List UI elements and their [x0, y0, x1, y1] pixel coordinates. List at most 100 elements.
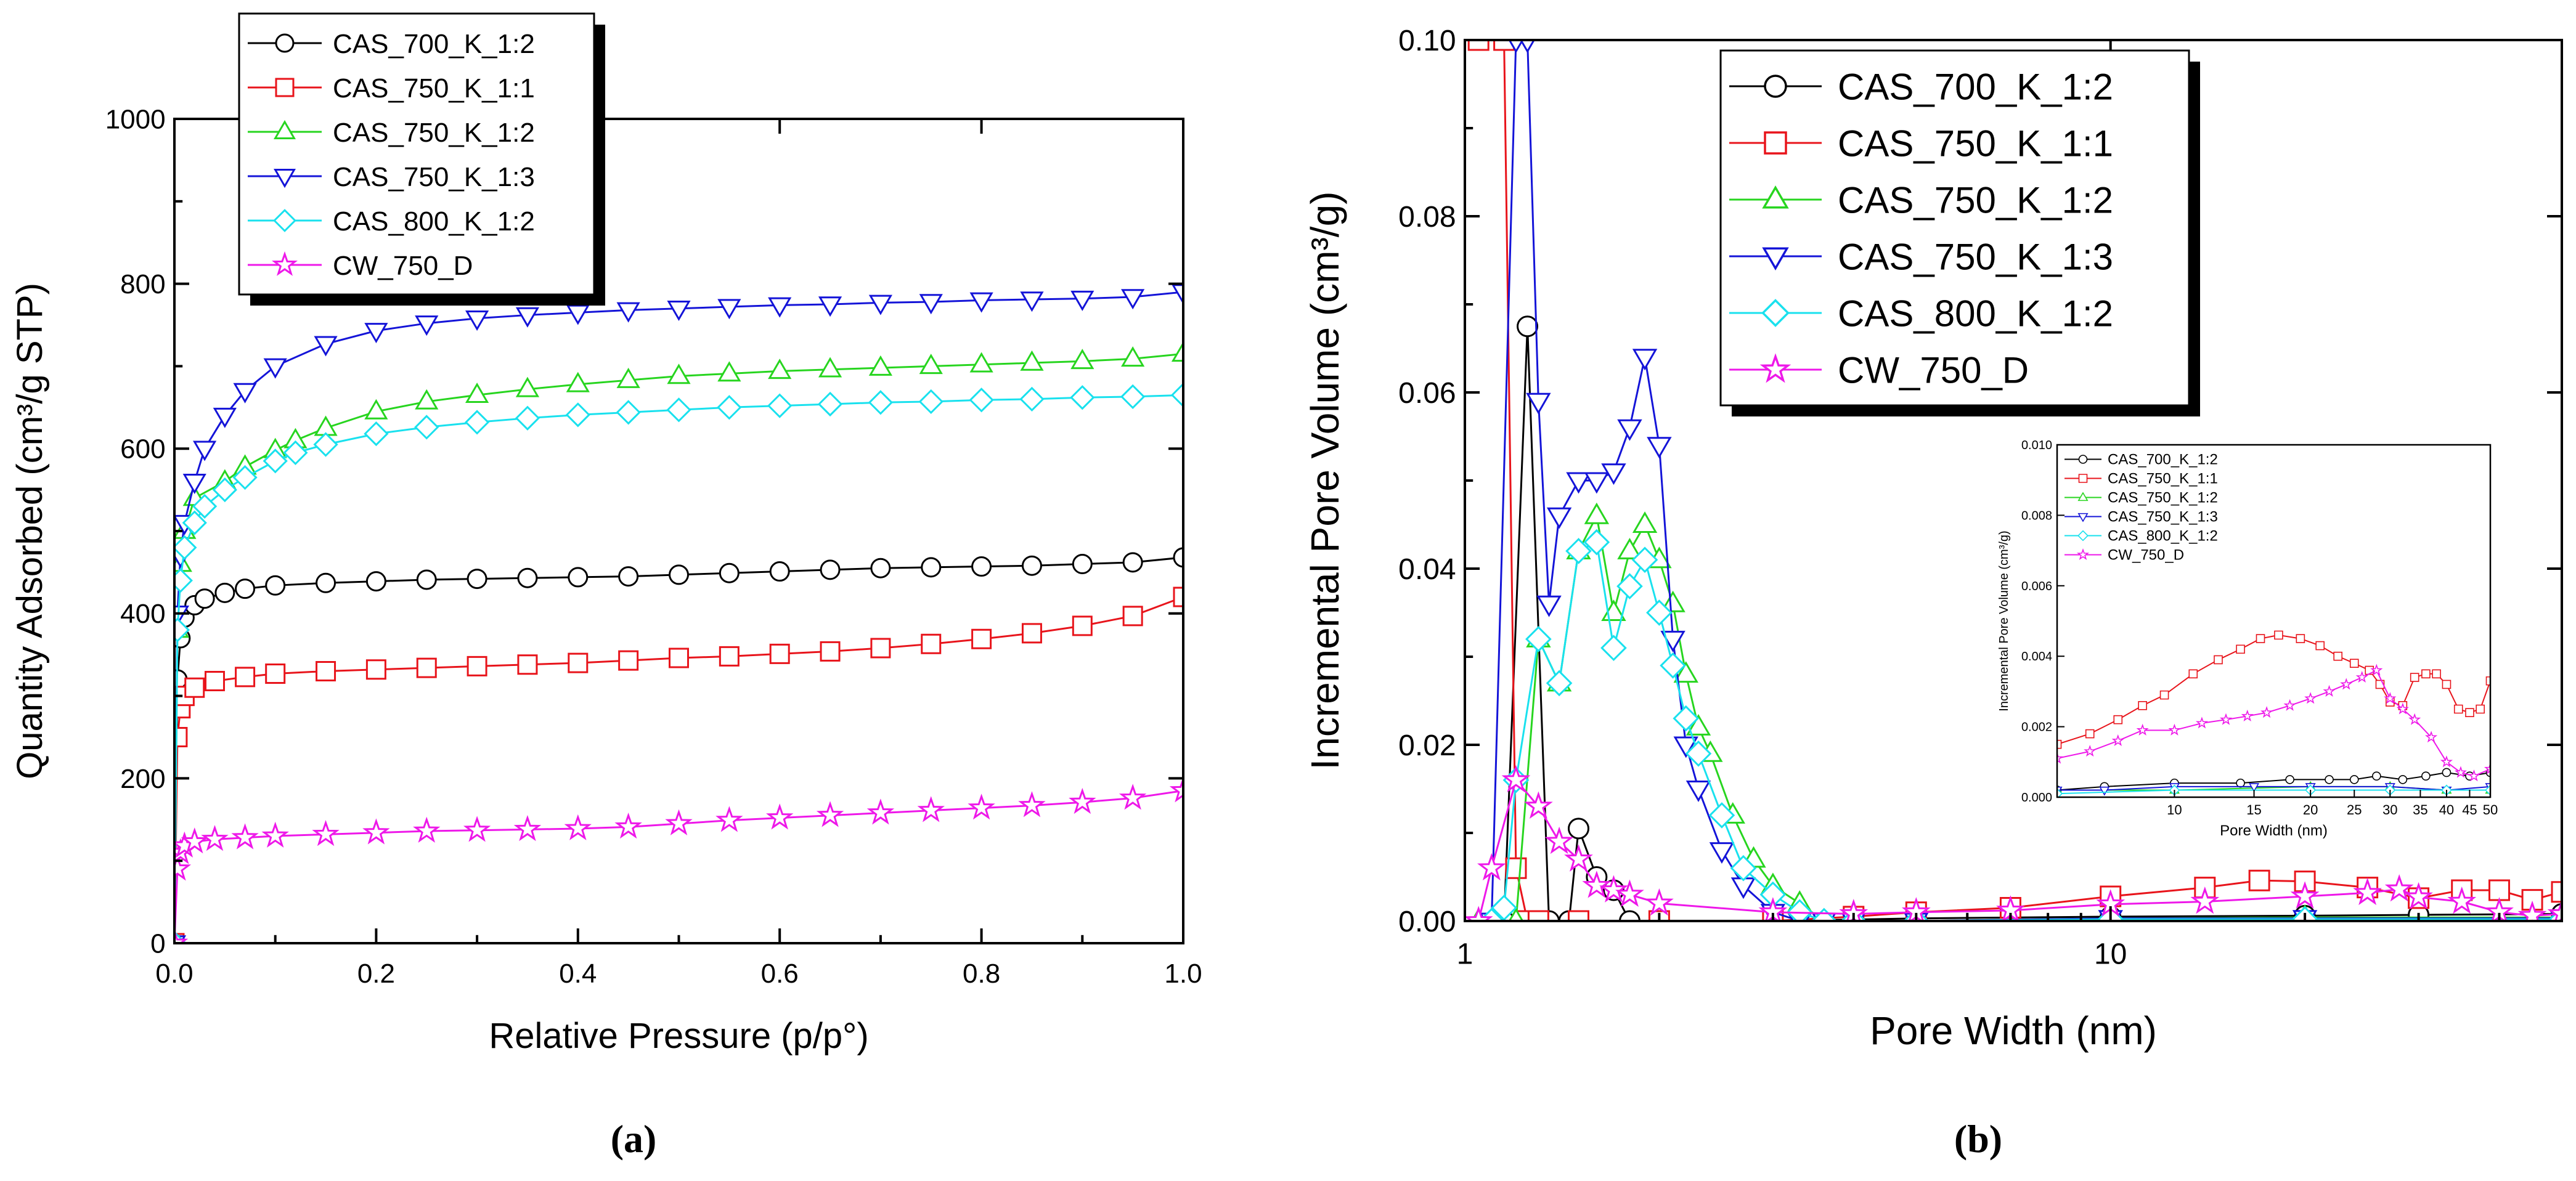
- data-point-cw-750-d-23: [2547, 898, 2562, 921]
- data-point-cw-750-d-12: [513, 815, 542, 842]
- data-point-cas-800-k-1-2-3: [174, 535, 197, 560]
- inset-x-tick-label: 30: [2382, 802, 2397, 818]
- inset-legend-marker: [2077, 530, 2089, 542]
- data-point-cas-750-k-1-1-18: [2488, 879, 2510, 901]
- inset-data-point-cw-750-d-16: [2396, 702, 2409, 715]
- data-point-cas-700-k-1-2-22: [971, 556, 992, 577]
- data-point-cas-750-k-1-3-21: [919, 294, 943, 315]
- data-point-cas-800-k-1-2-21: [868, 390, 894, 415]
- legend-label: CAS_750_K_1:1: [1838, 123, 2113, 164]
- legend-label: CAS_800_K_1:2: [333, 206, 535, 237]
- data-point-cas-750-k-1-1-12: [517, 654, 538, 675]
- data-point-cas-700-k-1-2-16: [669, 564, 689, 585]
- data-point-cas-800-k-1-2-19: [767, 393, 793, 418]
- inset-data-point-cas-750-k-1-1-3: [2138, 700, 2147, 710]
- inset-legend-marker: [2077, 513, 2089, 522]
- legend-marker: [272, 251, 298, 276]
- inset-data-point-cas-750-k-1-1-25: [2485, 676, 2490, 686]
- inset-data-point-cas-750-k-1-3-3: [2249, 783, 2260, 792]
- inset-y-tick-label: 0.004: [2021, 650, 2052, 664]
- data-point-cas-750-k-1-2-22: [969, 352, 993, 373]
- legend-marker: [275, 78, 295, 97]
- series-line-cas-700-k-1-2: [1503, 326, 2562, 921]
- inset-y-tick-label: 0.006: [2021, 580, 2052, 593]
- data-point-cw-750-d-10: [413, 816, 441, 843]
- data-point-cas-700-k-1-2-12: [467, 569, 487, 590]
- inset-frame: [2056, 444, 2492, 798]
- data-point-cw-750-d-2: [1501, 765, 1531, 793]
- legend-marker: [1761, 299, 1790, 327]
- data-point-cas-800-k-1-2-9: [283, 440, 308, 466]
- data-point-cas-750-k-1-1-19: [870, 638, 891, 659]
- inset-data-point-cas-750-k-1-1-13: [2349, 659, 2359, 668]
- inset-x-tick-label: 10: [2167, 802, 2182, 818]
- data-point-cas-800-k-1-2-12: [414, 415, 439, 440]
- inset-data-point-cas-750-k-1-1-21: [2442, 680, 2452, 689]
- inset-x-tick-label: 45: [2462, 802, 2477, 818]
- inset-data-point-cw-750-d-15: [2384, 692, 2397, 704]
- series-cw-750-d: [174, 776, 1183, 943]
- data-point-cas-750-k-1-3-8: [1601, 463, 1626, 485]
- legend-marker: [273, 120, 296, 139]
- inset-legend-entry-cas-750-k-1-1: CAS_750_K_1:1: [2064, 471, 2218, 487]
- data-point-cas-700-k-1-2-6: [214, 582, 235, 603]
- inset-data-point-cas-750-k-1-3-1: [2099, 786, 2110, 796]
- data-point-cw-750-d-11: [463, 816, 491, 842]
- data-point-cas-750-k-1-3-20: [868, 294, 893, 315]
- data-point-cas-700-k-1-2-11: [416, 569, 437, 590]
- data-point-cas-750-k-1-1-23: [1072, 615, 1093, 636]
- legend-entry-cas-750-k-1-3: CAS_750_K_1:3: [248, 162, 535, 192]
- data-point-cas-700-k-1-2-8: [265, 575, 286, 596]
- inset-data-point-cas-750-k-1-1-6: [2214, 655, 2223, 665]
- data-point-cas-750-k-1-3-3: [1526, 392, 1551, 415]
- data-point-cas-750-k-1-2-24: [1070, 349, 1094, 370]
- inset-data-point-cw-750-d-13: [2355, 670, 2368, 683]
- data-point-cas-750-k-1-2-12: [1673, 661, 1698, 683]
- inset-data-point-cas-750-k-1-1-8: [2256, 634, 2265, 643]
- legend-marker: [273, 169, 296, 189]
- data-point-cas-750-k-1-3-18: [768, 297, 792, 318]
- data-point-cas-750-k-1-2-13: [1685, 714, 1711, 736]
- data-point-cas-800-k-1-2-11: [364, 421, 389, 447]
- data-point-cas-750-k-1-2-2: [1508, 907, 1524, 921]
- inset-y-tick-label: 0.010: [2021, 439, 2052, 452]
- data-point-cas-750-k-1-1-5: [1567, 910, 1589, 921]
- data-point-cas-750-k-1-3-11: [415, 315, 439, 336]
- chart-a: 0 200 400 600 800 1000 0.0 0.2 0.4 0.6 0.8 1.0 Relat…: [10, 12, 1202, 1056]
- data-point-cas-800-k-1-2-6: [212, 477, 237, 503]
- inset-legend-entry-cas-750-k-1-2: CAS_750_K_1:2: [2064, 490, 2218, 506]
- data-point-cas-750-k-1-2-23: [1020, 350, 1044, 371]
- data-point-cas-750-k-1-3-24: [1070, 290, 1094, 311]
- inset-data-point-cas-700-k-1-2-8: [2398, 775, 2408, 784]
- legend-label: CAS_700_K_1:2: [333, 29, 535, 59]
- legend-marker: [273, 209, 296, 232]
- data-point-cas-750-k-1-3-10: [1632, 349, 1658, 371]
- data-point-cas-750-k-1-1-7: [265, 663, 286, 684]
- data-point-cas-750-k-1-1-15: [669, 647, 689, 668]
- data-point-cas-750-k-1-3-17: [717, 299, 741, 320]
- data-point-cas-750-k-1-1-17: [769, 643, 790, 664]
- inset-data-point-cas-750-k-1-1-22: [2453, 704, 2463, 714]
- legend-marker: [1762, 247, 1789, 271]
- x-tick-label: 0.8: [963, 959, 1000, 989]
- data-point-cas-800-k-1-2-5: [1565, 538, 1592, 564]
- inset-data-point-cas-750-k-1-1-19: [2421, 669, 2431, 679]
- inset-data-point-cas-700-k-1-2-3: [2236, 778, 2245, 788]
- data-point-cw-750-d-4: [1544, 826, 1574, 854]
- data-point-cas-750-k-1-2-17: [717, 361, 741, 382]
- data-point-cas-800-k-1-2-9: [1631, 546, 1658, 574]
- data-point-cas-750-k-1-3-12: [465, 310, 489, 331]
- inset-data-point-cas-750-k-1-1-24: [2476, 704, 2485, 714]
- data-point-cas-800-k-1-2-5: [192, 493, 218, 519]
- data-point-cas-750-k-1-2-14: [566, 371, 590, 392]
- inset-x-tick-label: 25: [2347, 802, 2362, 818]
- inset-data-point-cas-700-k-1-2-7: [2372, 771, 2381, 781]
- data-point-cas-750-k-1-1-21: [971, 628, 992, 649]
- data-point-cw-750-d-8: [1615, 879, 1644, 907]
- inset-data-point-cas-750-k-1-1-23: [2465, 708, 2474, 718]
- data-point-cas-700-k-1-2-17: [719, 562, 740, 583]
- x-tick-label: 1: [1457, 938, 1473, 971]
- data-point-cw-750-d-15: [665, 809, 693, 835]
- data-point-cas-800-k-1-2-17: [1786, 899, 1813, 921]
- data-point-cas-750-k-1-3-6: [213, 407, 237, 428]
